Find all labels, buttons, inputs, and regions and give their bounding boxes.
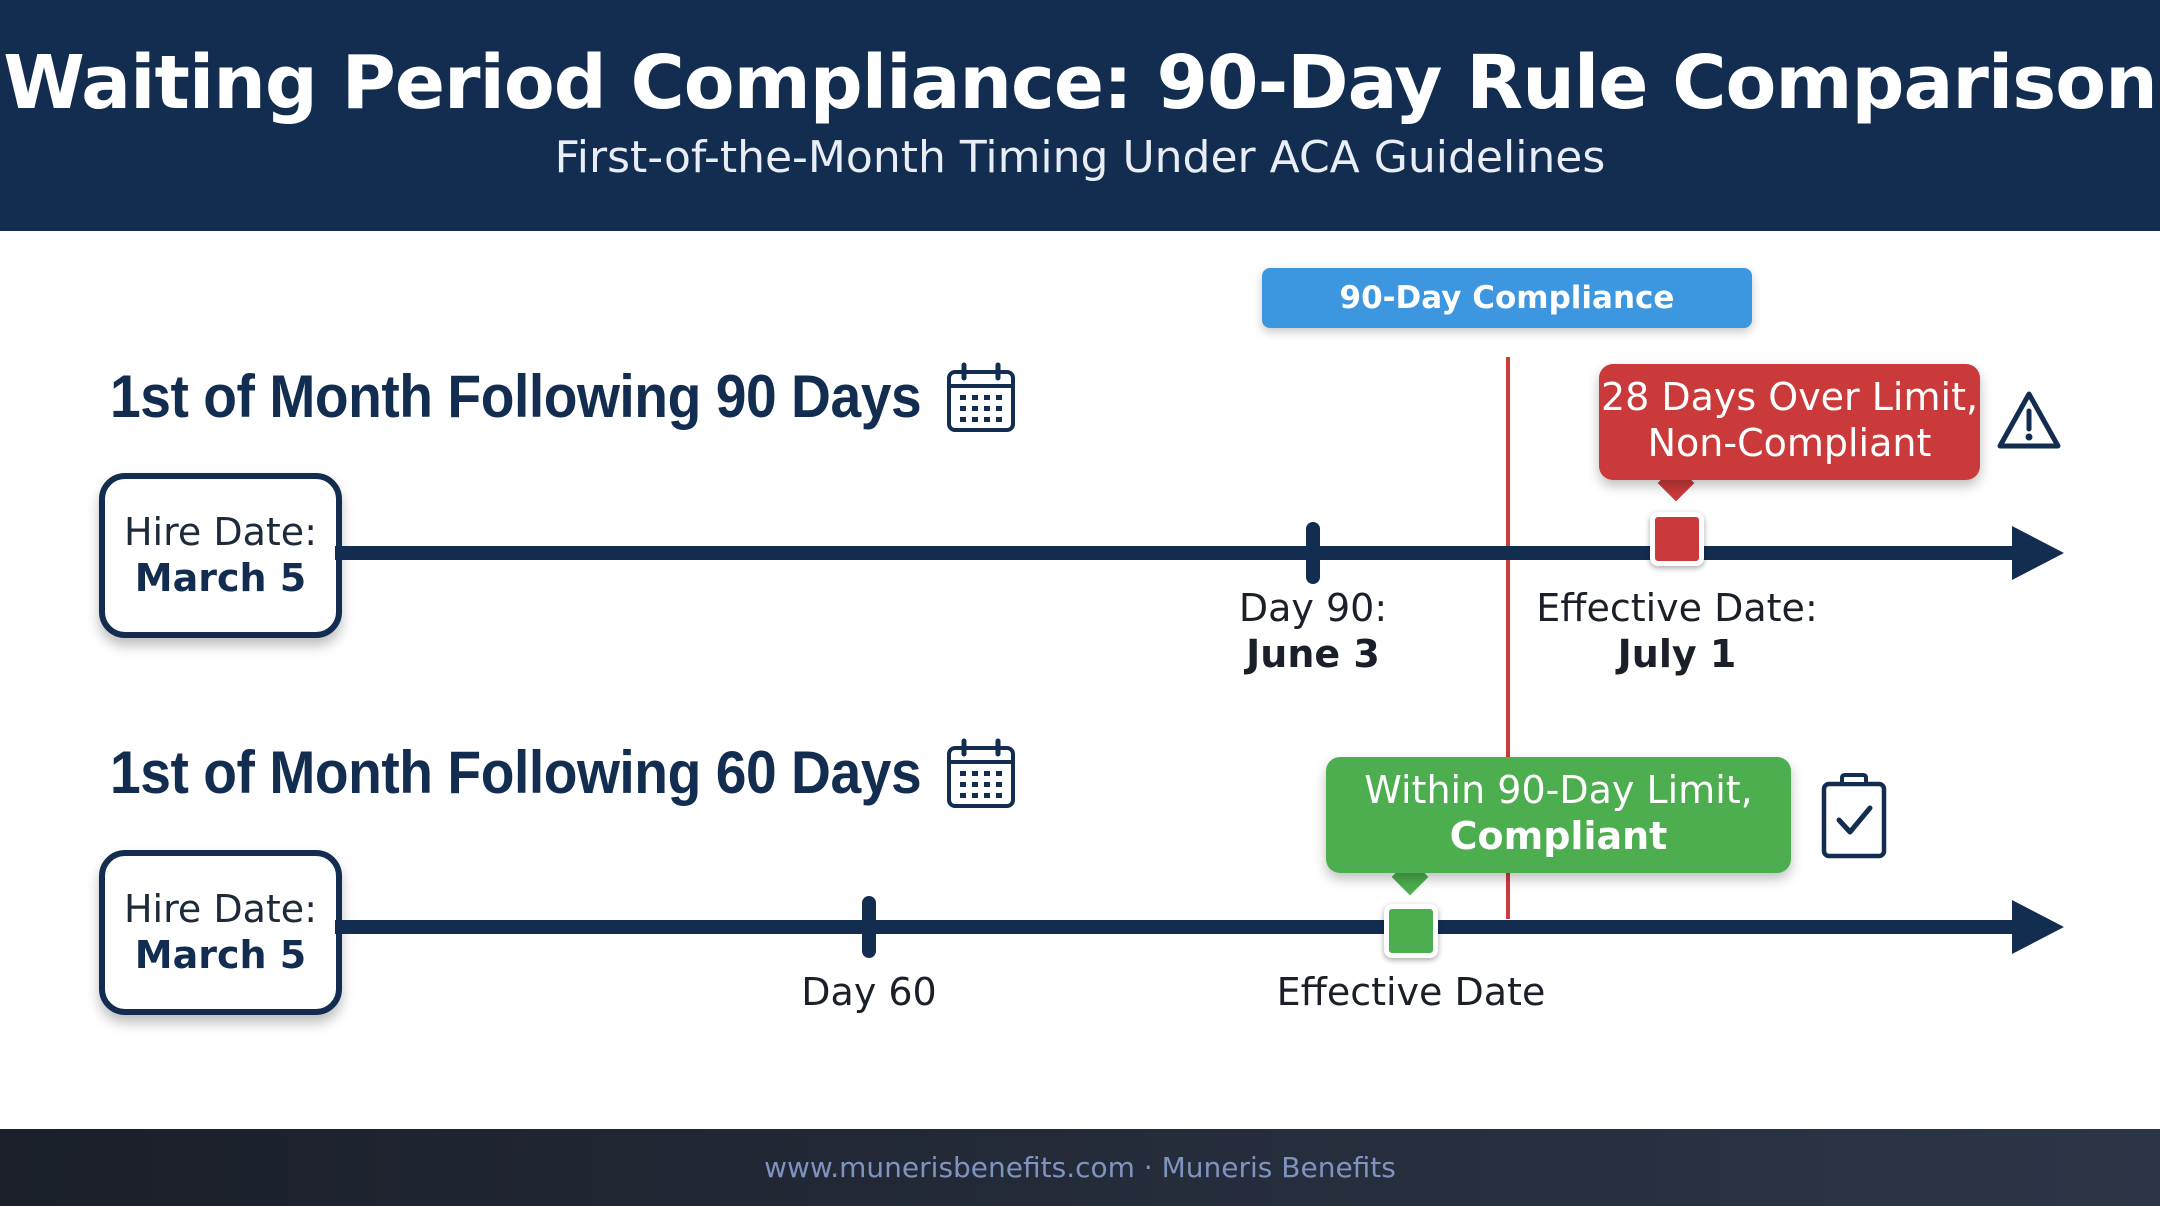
row-2-day-60-label: Day 60 (669, 969, 1069, 1015)
page-title: Waiting Period Compliance: 90-Day Rule C… (3, 40, 2158, 126)
row-2-day-60-tick (862, 896, 876, 958)
day-90-date: June 3 (1246, 632, 1380, 676)
row-1-timeline-axis (335, 546, 2015, 560)
footer-bar: www.munerisbenefits.com · Muneris Benefi… (0, 1129, 2160, 1206)
header-banner: Waiting Period Compliance: 90-Day Rule C… (0, 0, 2160, 231)
row-2-hire-date-box: Hire Date: March 5 (99, 850, 342, 1015)
callout-line-1: Within 90-Day Limit, (1364, 768, 1753, 812)
hire-date-label: Hire Date: (123, 510, 317, 554)
row-2-status-callout: Within 90-Day Limit, Compliant (1326, 757, 1791, 873)
hire-date-value: March 5 (134, 933, 307, 977)
deadline-line (1506, 357, 1510, 919)
clipboard-check-icon (1821, 773, 1887, 859)
row-1-effective-date-label: Effective Date: July 1 (1477, 585, 1877, 677)
footer-text: www.munerisbenefits.com · Muneris Benefi… (764, 1151, 1396, 1184)
row-1-timeline-arrow (2012, 526, 2064, 580)
row-1-day-90-tick (1306, 522, 1320, 584)
calendar-icon (947, 362, 1015, 432)
hire-date-value: March 5 (134, 556, 307, 600)
effective-date-text: Effective Date (1276, 970, 1546, 1014)
day-90-text: Day 90: (1238, 586, 1388, 630)
callout-line-2: Non-Compliant (1647, 421, 1932, 465)
row-2-effective-date-marker (1384, 904, 1438, 958)
row-2-timeline-axis (335, 920, 2015, 934)
row-1-day-90-label: Day 90: June 3 (1113, 585, 1513, 677)
calendar-icon (947, 738, 1015, 808)
row-1-hire-date-box: Hire Date: March 5 (99, 473, 342, 638)
row-2-timeline-arrow (2012, 900, 2064, 954)
row-2-effective-date-label: Effective Date (1211, 969, 1611, 1015)
row-1-effective-date-marker (1650, 512, 1704, 566)
row-1-status-callout: 28 Days Over Limit, Non-Compliant (1599, 364, 1980, 480)
callout-line-2: Compliant (1449, 814, 1668, 858)
callout-line-1: 28 Days Over Limit, (1600, 375, 1979, 419)
effective-date-value: July 1 (1617, 632, 1737, 676)
row-2-heading: 1st of Month Following 60 Days (110, 739, 922, 806)
warning-icon (1997, 391, 2061, 449)
row-1-heading: 1st of Month Following 90 Days (110, 363, 922, 430)
page-subtitle: First-of-the-Month Timing Under ACA Guid… (554, 132, 1606, 183)
day-60-text: Day 60 (801, 970, 937, 1014)
hire-date-label: Hire Date: (123, 887, 317, 931)
deadline-label: 90-Day Compliance Deadline (1262, 268, 1752, 376)
effective-date-text: Effective Date: (1536, 586, 1818, 630)
